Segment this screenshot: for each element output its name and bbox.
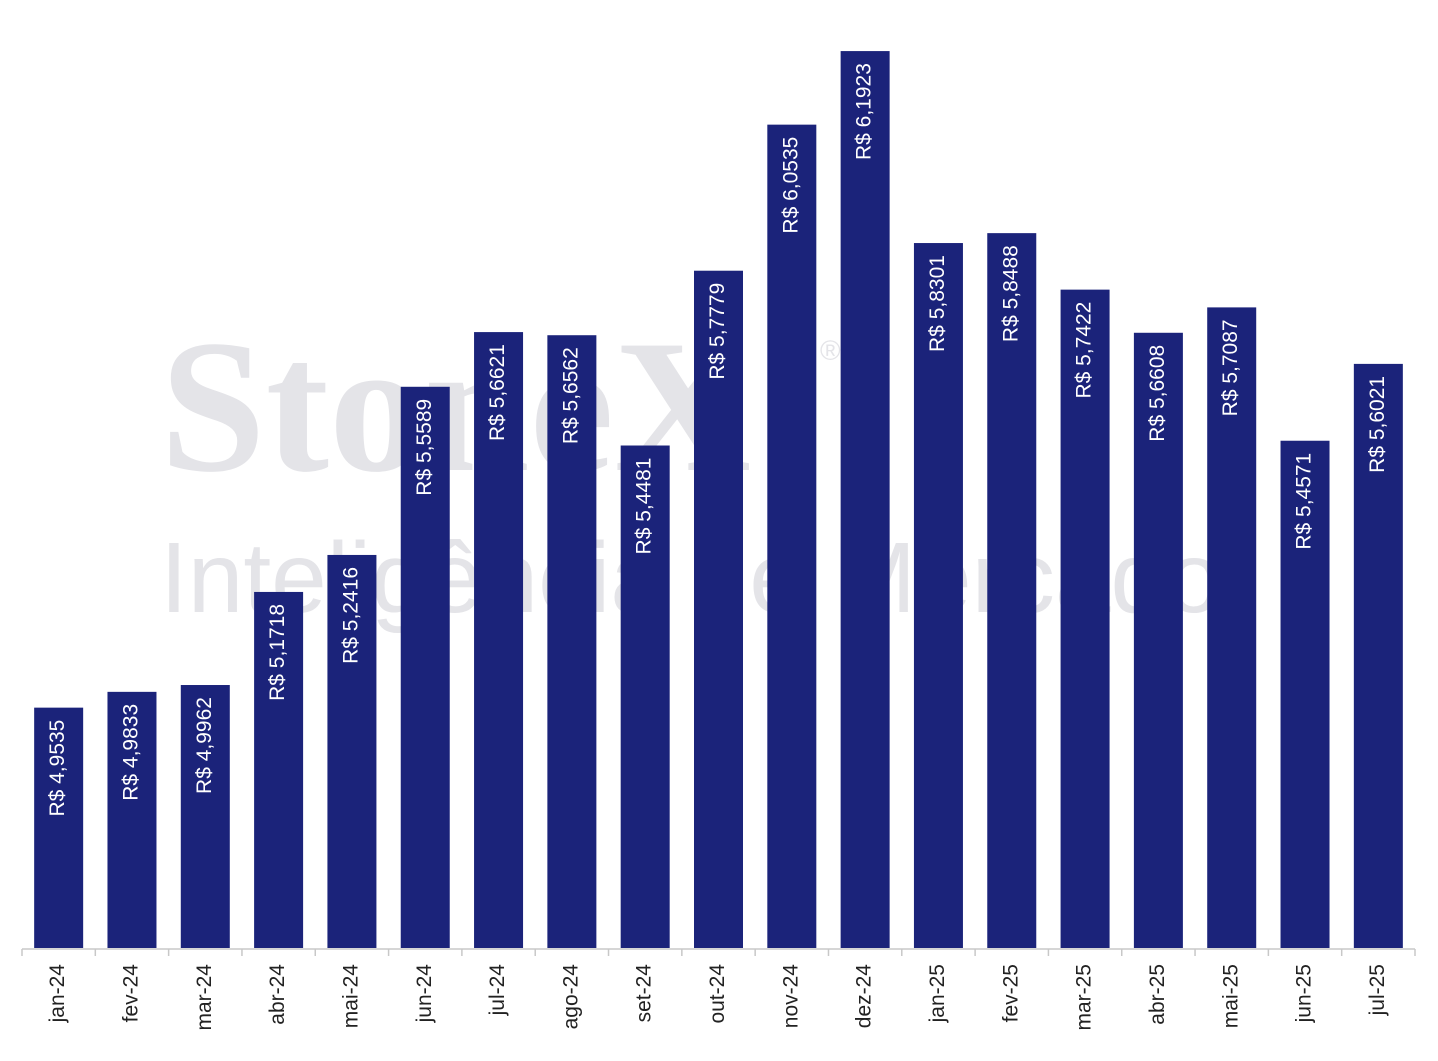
bar (34, 707, 84, 948)
x-tick-label: abr-24 (266, 964, 289, 1025)
value-label: R$ 5,4571 (1293, 453, 1316, 550)
bar (840, 51, 890, 949)
x-tick-label: mar-25 (1073, 964, 1096, 1031)
x-tick-label: mai-25 (1219, 964, 1242, 1028)
value-label: R$ 5,6621 (486, 344, 509, 441)
value-label: R$ 5,7087 (1219, 319, 1242, 416)
value-label: R$ 5,1718 (266, 604, 289, 701)
bar (180, 685, 230, 948)
value-label: R$ 5,6021 (1366, 376, 1389, 473)
bar (400, 386, 450, 949)
value-label: R$ 5,6562 (559, 347, 582, 444)
value-label: R$ 4,9833 (120, 704, 143, 801)
x-tick-label: fev-24 (120, 964, 143, 1023)
value-label: R$ 4,9962 (193, 697, 216, 794)
bar (474, 332, 524, 948)
bar (1280, 440, 1330, 948)
bar (107, 691, 157, 948)
bar (767, 124, 817, 948)
value-label: R$ 6,1923 (853, 63, 876, 160)
x-tick-label: jan-25 (926, 964, 949, 1023)
x-tick-label: dez-24 (853, 964, 876, 1029)
x-tick-label: jul-24 (486, 964, 509, 1017)
bar (547, 335, 597, 948)
value-label: R$ 6,0535 (779, 137, 802, 234)
bar (620, 445, 670, 948)
bar (254, 591, 304, 948)
x-tick-label: set-24 (633, 964, 656, 1023)
value-label: R$ 5,8488 (999, 245, 1022, 342)
x-tick-label: jun-25 (1293, 964, 1316, 1023)
x-tick-label: fev-25 (999, 964, 1022, 1022)
x-tick-label: jan-24 (46, 964, 69, 1024)
value-label: R$ 5,7422 (1073, 302, 1096, 399)
bar (327, 554, 377, 948)
value-label: R$ 5,5589 (413, 399, 436, 496)
bar (987, 233, 1037, 949)
value-label: R$ 5,8301 (926, 255, 949, 352)
x-tick-label: abr-25 (1146, 964, 1169, 1025)
x-tick-label: jul-25 (1366, 964, 1389, 1016)
x-tick-label: mai-24 (339, 964, 362, 1029)
bar (1353, 363, 1403, 949)
x-tick-label: out-24 (706, 964, 729, 1024)
value-label: R$ 5,6608 (1146, 345, 1169, 442)
x-tick-label: mar-24 (193, 964, 216, 1031)
bar (1060, 289, 1110, 948)
x-tick-label: jun-24 (413, 964, 436, 1024)
value-label: R$ 5,4481 (633, 458, 656, 555)
bar (1133, 332, 1183, 948)
value-label: R$ 5,2416 (339, 567, 362, 664)
bar (694, 270, 743, 948)
bar (913, 243, 963, 948)
watermark-mark: ® (820, 335, 841, 366)
value-label: R$ 4,9535 (46, 720, 69, 817)
bar (1207, 307, 1257, 948)
value-label: R$ 5,7779 (706, 283, 729, 380)
x-tick-label: nov-24 (779, 964, 802, 1029)
x-tick-label: ago-24 (559, 964, 582, 1030)
